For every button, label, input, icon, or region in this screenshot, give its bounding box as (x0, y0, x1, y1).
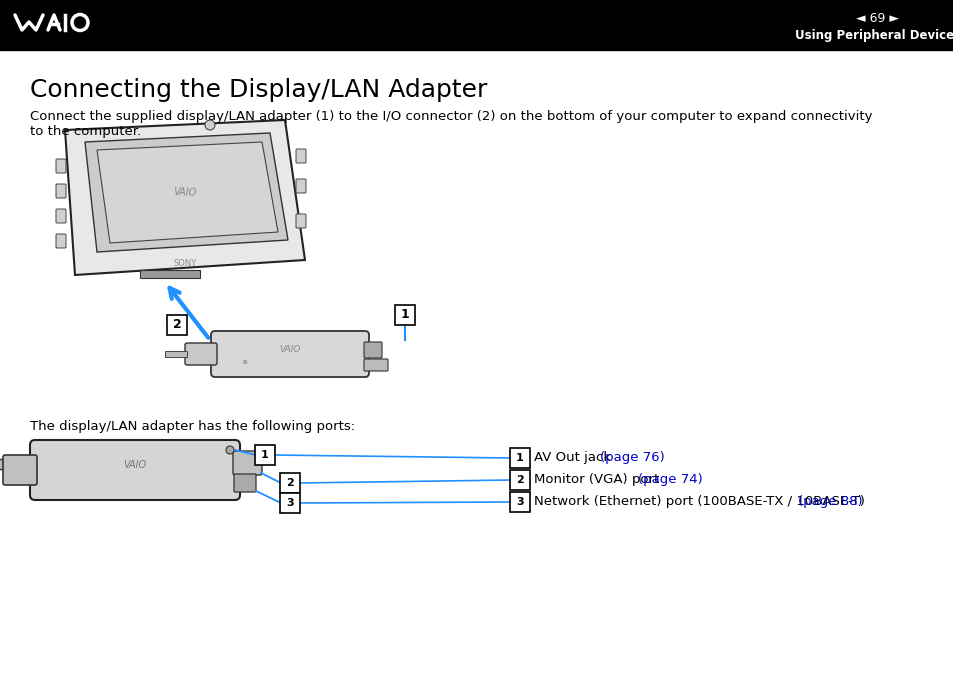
Text: VAIO: VAIO (123, 460, 147, 470)
FancyBboxPatch shape (185, 343, 216, 365)
Text: VAIO: VAIO (173, 187, 196, 197)
Bar (165, 351, 187, 357)
Circle shape (205, 120, 214, 130)
FancyBboxPatch shape (56, 159, 66, 173)
Text: (page 76): (page 76) (599, 452, 664, 464)
FancyBboxPatch shape (295, 179, 306, 193)
FancyBboxPatch shape (280, 493, 299, 513)
Text: (page 74): (page 74) (638, 474, 702, 487)
Text: 1: 1 (400, 309, 409, 321)
Text: Using Peripheral Devices: Using Peripheral Devices (794, 30, 953, 42)
FancyBboxPatch shape (254, 445, 274, 465)
Text: 3: 3 (286, 498, 294, 508)
FancyBboxPatch shape (3, 455, 37, 485)
FancyBboxPatch shape (56, 234, 66, 248)
Text: AV Out jack: AV Out jack (534, 452, 615, 464)
Bar (0, 0, 953, 50)
FancyBboxPatch shape (280, 473, 299, 493)
FancyBboxPatch shape (510, 492, 530, 512)
FancyBboxPatch shape (233, 474, 255, 492)
Text: VAIO: VAIO (279, 346, 300, 355)
FancyBboxPatch shape (395, 305, 415, 325)
Polygon shape (85, 133, 288, 252)
Text: ◄ 69 ►: ◄ 69 ► (856, 11, 899, 24)
Text: a: a (243, 359, 247, 365)
FancyBboxPatch shape (364, 342, 381, 358)
FancyBboxPatch shape (364, 359, 388, 371)
FancyBboxPatch shape (211, 331, 369, 377)
Text: 2: 2 (172, 319, 181, 332)
FancyBboxPatch shape (56, 184, 66, 198)
FancyBboxPatch shape (233, 451, 262, 475)
FancyBboxPatch shape (30, 440, 240, 500)
Circle shape (226, 446, 233, 454)
Text: 1: 1 (516, 453, 523, 463)
FancyBboxPatch shape (295, 214, 306, 228)
Text: Connecting the Display/LAN Adapter: Connecting the Display/LAN Adapter (30, 78, 487, 102)
FancyBboxPatch shape (167, 315, 187, 335)
Text: Connect the supplied display/LAN adapter (1) to the I/O connector (2) on the bot: Connect the supplied display/LAN adapter… (30, 110, 872, 123)
Text: 3: 3 (516, 497, 523, 507)
Text: (page 88): (page 88) (797, 495, 862, 508)
Bar (140, 270, 200, 278)
Text: to the computer.: to the computer. (30, 125, 141, 138)
FancyBboxPatch shape (56, 209, 66, 223)
FancyBboxPatch shape (510, 470, 530, 490)
Text: 2: 2 (286, 478, 294, 488)
Polygon shape (97, 142, 277, 243)
Text: 2: 2 (516, 475, 523, 485)
Text: 1: 1 (261, 450, 269, 460)
FancyBboxPatch shape (510, 448, 530, 468)
Bar (0, 459, 35, 469)
Text: The display/LAN adapter has the following ports:: The display/LAN adapter has the followin… (30, 420, 355, 433)
Text: Network (Ethernet) port (100BASE-TX / 10BASE-T): Network (Ethernet) port (100BASE-TX / 10… (534, 495, 868, 508)
Text: SONY: SONY (173, 259, 196, 268)
Polygon shape (65, 120, 305, 275)
Text: Monitor (VGA) port: Monitor (VGA) port (534, 474, 662, 487)
FancyBboxPatch shape (295, 149, 306, 163)
